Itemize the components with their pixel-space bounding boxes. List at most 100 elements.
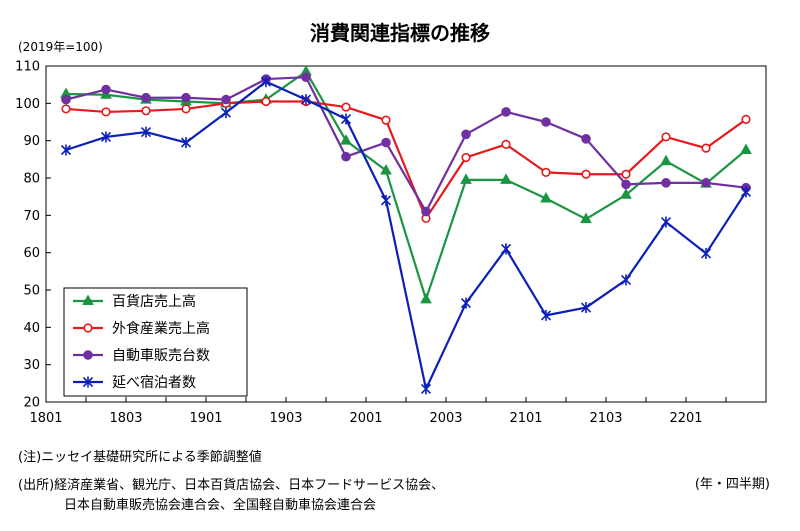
y-tick-label: 60 — [23, 246, 40, 261]
series-1-point — [660, 154, 672, 166]
series-1-point — [420, 292, 432, 304]
series-1-point — [340, 134, 352, 145]
series-4-point — [540, 309, 552, 321]
series-3-point — [661, 178, 671, 188]
series-4-point — [260, 76, 272, 88]
y-tick-label: 90 — [23, 134, 40, 149]
series-3-point — [621, 179, 631, 190]
series-1-point — [620, 188, 632, 199]
x-tick-label: 1803 — [109, 411, 142, 426]
legend-swatch-marker — [83, 350, 93, 360]
series-2-point — [581, 169, 591, 179]
series-2-point — [621, 169, 631, 179]
series-3-point — [301, 72, 311, 82]
series-4-line — [65, 80, 747, 391]
series-1-point — [740, 143, 752, 154]
series-1-point — [380, 164, 392, 175]
series-4-point — [660, 216, 672, 228]
x-tick-label: 2003 — [429, 411, 462, 426]
y-tick-label: 50 — [23, 284, 40, 299]
series-2-point — [461, 152, 471, 163]
series-4-group — [60, 76, 752, 395]
series-1-point — [580, 212, 592, 224]
series-4-point — [60, 144, 72, 156]
series-4-point — [620, 274, 632, 286]
series-2-point — [741, 114, 751, 124]
y-axis-unit-label: (2019年=100) — [18, 40, 103, 54]
series-4-point — [580, 302, 592, 314]
series-4-point — [340, 113, 352, 125]
series-4-point — [420, 383, 432, 395]
y-tick-label: 30 — [23, 358, 40, 373]
source-note-line2: 日本自動車販売協会連合会、全国軽自動車協会連合会 — [64, 498, 377, 513]
y-tick-label: 40 — [23, 321, 40, 336]
series-4-point — [380, 194, 392, 206]
series-2-point — [261, 96, 271, 107]
legend-label: 外食産業売上高 — [112, 320, 210, 337]
legend-label: 自動車販売台数 — [112, 347, 210, 364]
y-tick-label: 20 — [23, 396, 40, 411]
series-3-point — [461, 129, 471, 140]
legend-swatch-marker — [82, 376, 94, 388]
x-tick-label: 1901 — [189, 411, 222, 426]
series-2-point — [701, 143, 711, 153]
series-4-point — [700, 247, 712, 259]
series-3-point — [181, 92, 191, 103]
source-note-line1: (出所)経済産業省、観光庁、日本百貨店協会、日本フードサービス協会、 — [18, 478, 445, 493]
series-4-point — [740, 186, 752, 198]
series-4-point — [300, 94, 312, 106]
series-3-line — [65, 76, 747, 213]
y-tick-label: 80 — [23, 172, 40, 187]
x-tick-label: 2103 — [589, 411, 622, 426]
series-3-point — [581, 134, 591, 144]
x-tick-label: 2101 — [509, 411, 542, 426]
x-tick-label: 2201 — [669, 411, 702, 426]
legend-label: 延べ宿泊者数 — [112, 374, 196, 391]
chart-title: 消費関連指標の推移 — [310, 21, 490, 45]
series-2-point — [181, 104, 191, 114]
x-tick-label: 2001 — [349, 411, 382, 426]
series-4-point — [140, 126, 152, 138]
series-1-point — [500, 173, 512, 184]
series-2-line — [65, 100, 747, 220]
series-1-point — [460, 173, 472, 184]
seasonal-adjustment-note: (注)ニッセイ基礎研究所による季節調整値 — [18, 450, 262, 465]
series-3-point — [341, 151, 351, 162]
series-3-point — [61, 94, 71, 105]
series-2-point — [661, 132, 671, 142]
x-tick-label: 1903 — [269, 411, 302, 426]
series-4-point — [500, 243, 512, 255]
series-2-group — [61, 96, 751, 223]
series-2-point — [541, 167, 551, 177]
x-axis-unit-label: (年・四半期) — [695, 477, 770, 492]
series-3-point — [141, 92, 151, 103]
series-2-point — [501, 139, 511, 149]
y-tick-label: 70 — [23, 209, 40, 224]
series-3-point — [541, 117, 551, 127]
series-4-point — [180, 137, 192, 149]
series-4-point — [100, 131, 112, 143]
series-2-point — [61, 104, 71, 114]
series-3-point — [381, 137, 391, 148]
series-2-point — [381, 115, 391, 125]
x-tick-label: 1801 — [29, 411, 62, 426]
series-3-point — [701, 178, 711, 188]
series-2-point — [101, 107, 111, 117]
legend-label: 百貨店売上高 — [112, 293, 196, 310]
series-3-point — [221, 94, 231, 105]
series-2-point — [341, 102, 351, 112]
series-3-group — [61, 72, 751, 217]
series-4-point — [460, 297, 472, 309]
series-1-point — [540, 192, 552, 203]
series-3-point — [101, 84, 111, 95]
series-3-point — [421, 206, 431, 217]
series-3-point — [501, 107, 511, 117]
series-4-point — [220, 107, 232, 119]
legend-swatch-marker — [83, 323, 93, 333]
y-tick-label: 100 — [15, 97, 40, 112]
series-1-line — [65, 70, 747, 301]
legend-swatch-marker — [82, 294, 94, 305]
series-2-point — [141, 106, 151, 116]
legend-box — [63, 287, 248, 397]
